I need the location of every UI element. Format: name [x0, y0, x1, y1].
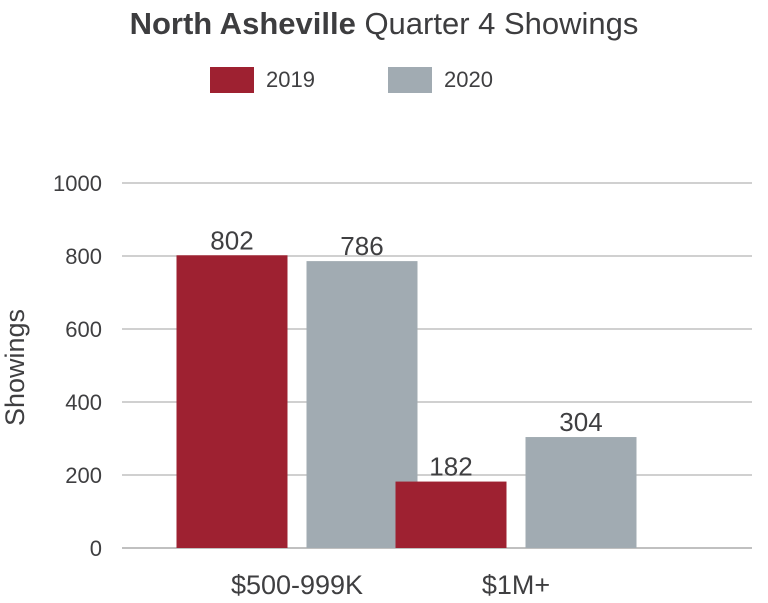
bar-2019-0	[176, 255, 288, 548]
y-tick-label-1000: 1000	[53, 171, 102, 196]
y-tick-label-600: 600	[65, 317, 102, 342]
legend-label-2020: 2020	[444, 67, 493, 92]
chart-title-rest: Quarter 4 Showings	[364, 6, 639, 41]
legend-item-2020: 2020	[388, 62, 493, 98]
data-label-2019-0: 802	[210, 225, 253, 255]
data-label-2020-1: 304	[559, 407, 602, 437]
y-axis-label: Showings	[0, 309, 30, 426]
legend-swatch-2020	[388, 67, 432, 93]
y-tick-label-400: 400	[65, 390, 102, 415]
y-tick-label-800: 800	[65, 244, 102, 269]
bar-2020-1	[525, 437, 637, 548]
x-category-label-1: $1M+	[482, 570, 550, 600]
y-tick-label-0: 0	[90, 536, 102, 561]
y-tick-label-200: 200	[65, 463, 102, 488]
bar-2019-1	[395, 481, 507, 548]
x-category-label-0: $500-999K	[231, 570, 363, 600]
legend-item-2019: 2019	[210, 62, 315, 98]
legend-swatch-2019	[210, 67, 254, 93]
legend-label-2019: 2019	[266, 67, 315, 92]
chart-title-bold: North Asheville	[129, 6, 356, 41]
legend: 2019 2020	[0, 62, 768, 98]
chart-title: North Asheville Quarter 4 Showings	[0, 6, 768, 42]
data-label-2019-1: 182	[429, 452, 472, 482]
data-label-2020-0: 786	[340, 231, 383, 261]
